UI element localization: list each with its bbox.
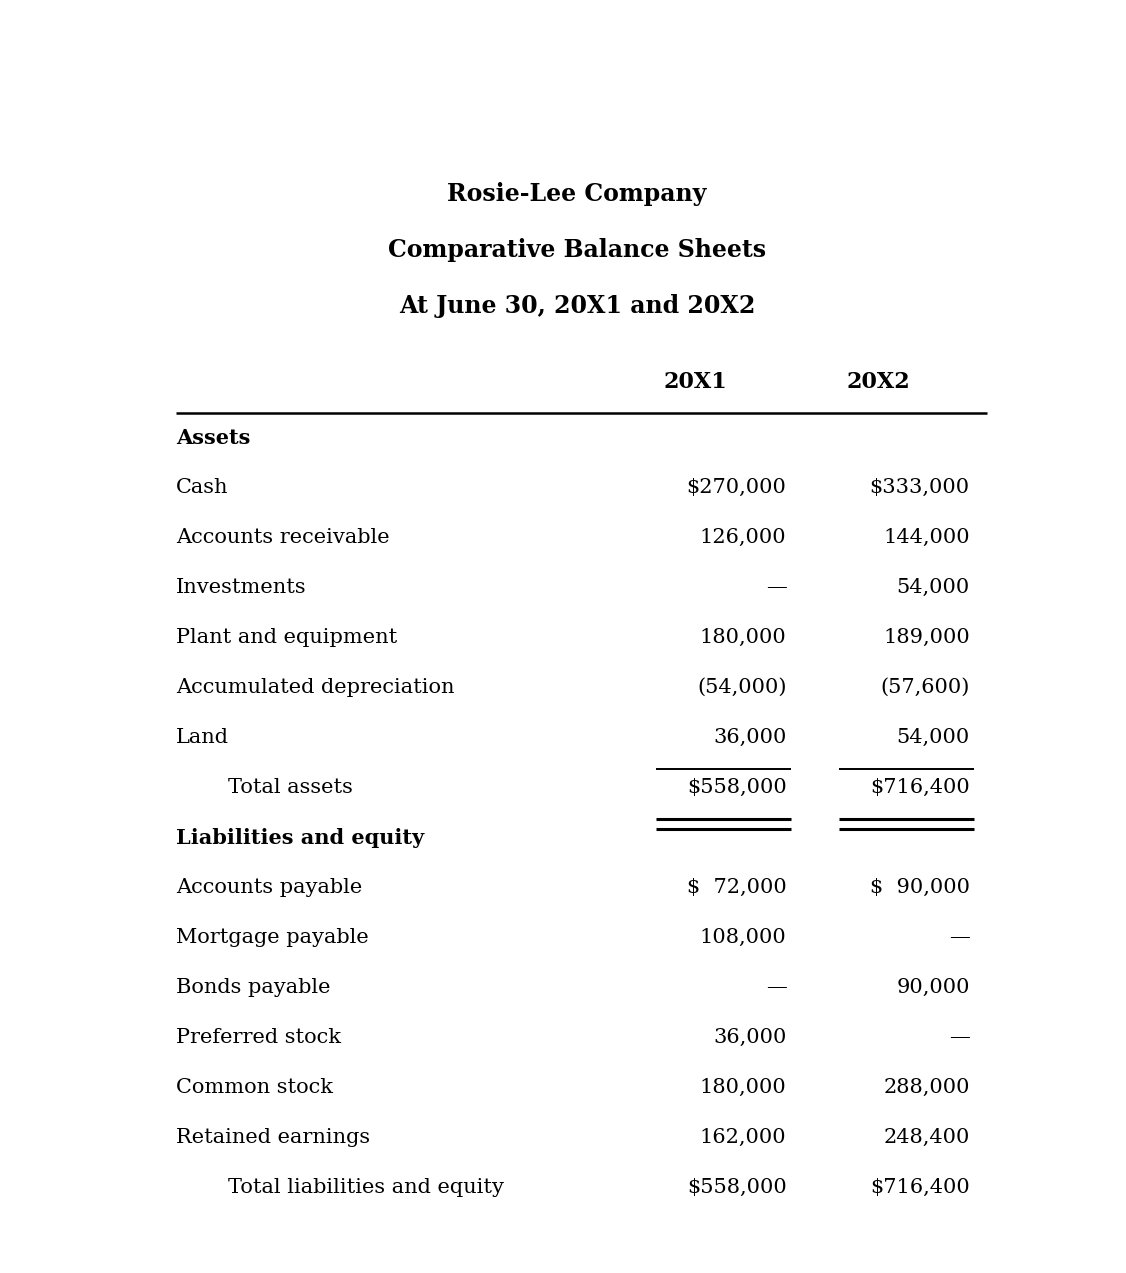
Text: 144,000: 144,000	[883, 528, 969, 547]
Text: Common stock: Common stock	[176, 1078, 332, 1097]
Text: 126,000: 126,000	[700, 528, 786, 547]
Text: 288,000: 288,000	[883, 1078, 969, 1097]
Text: (54,000): (54,000)	[697, 679, 786, 698]
Text: 90,000: 90,000	[896, 978, 969, 997]
Text: Cash: Cash	[176, 479, 229, 498]
Text: 54,000: 54,000	[896, 728, 969, 747]
Text: —: —	[766, 978, 786, 997]
Text: At June 30, 20X1 and 20X2: At June 30, 20X1 and 20X2	[399, 294, 756, 318]
Text: 162,000: 162,000	[700, 1128, 786, 1147]
Text: —: —	[949, 1029, 969, 1048]
Text: Accumulated depreciation: Accumulated depreciation	[176, 679, 454, 698]
Text: 248,400: 248,400	[884, 1128, 969, 1147]
Text: Assets: Assets	[176, 428, 250, 448]
Text: Plant and equipment: Plant and equipment	[176, 628, 396, 647]
Text: 36,000: 36,000	[713, 1029, 786, 1048]
Text: $716,400: $716,400	[870, 1178, 969, 1197]
Text: Preferred stock: Preferred stock	[176, 1029, 341, 1048]
Text: Mortgage payable: Mortgage payable	[176, 928, 368, 947]
Text: $558,000: $558,000	[687, 1178, 786, 1197]
Text: —: —	[766, 578, 786, 597]
Text: $270,000: $270,000	[687, 479, 786, 498]
Text: —: —	[949, 928, 969, 947]
Text: Rosie-Lee Company: Rosie-Lee Company	[447, 182, 707, 206]
Text: Total liabilities and equity: Total liabilities and equity	[227, 1178, 504, 1197]
Text: Total assets: Total assets	[227, 778, 352, 797]
Text: $  72,000: $ 72,000	[687, 878, 786, 897]
Text: 180,000: 180,000	[699, 628, 786, 647]
Text: Comparative Balance Sheets: Comparative Balance Sheets	[388, 238, 766, 262]
Text: Accounts receivable: Accounts receivable	[176, 528, 390, 547]
Text: Liabilities and equity: Liabilities and equity	[176, 829, 423, 848]
Text: Accounts payable: Accounts payable	[176, 878, 361, 897]
Text: 36,000: 36,000	[713, 728, 786, 747]
Text: 180,000: 180,000	[699, 1078, 786, 1097]
Text: (57,600): (57,600)	[881, 679, 969, 698]
Text: 54,000: 54,000	[896, 578, 969, 597]
Text: $  90,000: $ 90,000	[869, 878, 969, 897]
Text: Investments: Investments	[176, 578, 306, 597]
Text: 108,000: 108,000	[699, 928, 786, 947]
Text: 20X2: 20X2	[847, 372, 910, 393]
Text: $716,400: $716,400	[870, 778, 969, 797]
Text: Land: Land	[176, 728, 229, 747]
Text: $333,000: $333,000	[869, 479, 969, 498]
Text: Retained earnings: Retained earnings	[176, 1128, 369, 1147]
Text: $558,000: $558,000	[687, 778, 786, 797]
Text: 20X1: 20X1	[663, 372, 726, 393]
Text: Bonds payable: Bonds payable	[176, 978, 330, 997]
Text: 189,000: 189,000	[883, 628, 969, 647]
